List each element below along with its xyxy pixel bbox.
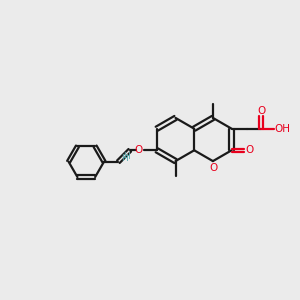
Text: O: O	[209, 163, 217, 173]
Text: H: H	[123, 152, 130, 161]
Text: O: O	[245, 145, 254, 155]
Text: OH: OH	[274, 124, 291, 134]
Text: H: H	[121, 154, 128, 163]
Text: O: O	[135, 145, 143, 155]
Text: O: O	[257, 106, 265, 116]
